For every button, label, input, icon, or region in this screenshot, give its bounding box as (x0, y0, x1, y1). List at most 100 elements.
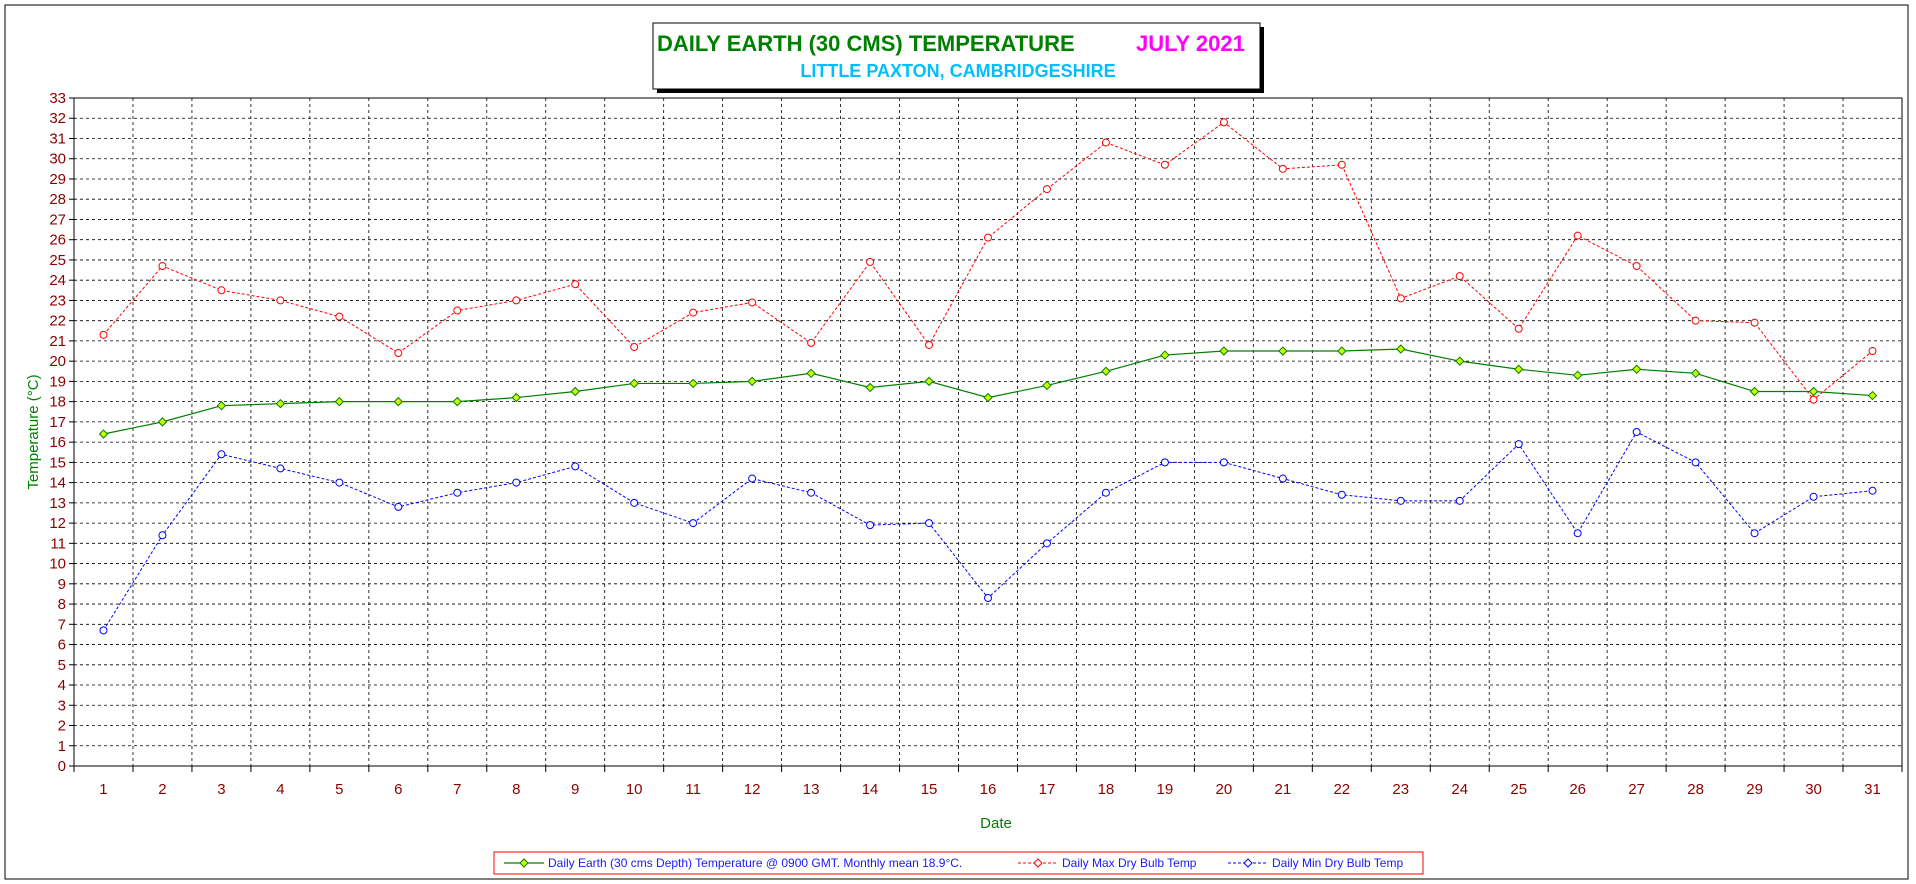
data-point-earth (865, 382, 875, 393)
data-point-earth (983, 392, 993, 403)
data-point-min (1160, 458, 1169, 467)
x-tick-label: 24 (1451, 781, 1468, 798)
y-tick-label: 17 (49, 414, 66, 431)
y-tick-label: 19 (49, 373, 66, 390)
data-point-min (394, 502, 403, 511)
data-point-max (1337, 160, 1346, 169)
x-tick-label: 29 (1746, 781, 1763, 798)
data-point-min (1514, 440, 1523, 449)
data-point-max (217, 286, 226, 295)
legend-max-marker (1033, 858, 1043, 868)
data-point-min (689, 519, 698, 528)
data-point-max (158, 262, 167, 271)
y-tick-label: 29 (49, 171, 66, 188)
y-tick-label: 31 (49, 130, 66, 147)
data-point-earth (334, 396, 345, 407)
data-point-earth (1749, 386, 1760, 397)
y-tick-label: 33 (49, 90, 66, 107)
legend-earth-label: Daily Earth (30 cms Depth) Temperature @… (548, 856, 962, 870)
data-point-earth (747, 376, 757, 387)
data-point-max (1750, 318, 1759, 327)
data-point-earth (1690, 368, 1701, 379)
chart-subtitle: LITTLE PAXTON, CAMBRIDGESHIRE (800, 61, 1115, 81)
data-point-max (394, 349, 403, 358)
data-point-earth (1572, 370, 1583, 381)
data-point-earth (1042, 380, 1052, 391)
x-tick-label: 15 (921, 781, 938, 798)
y-tick-label: 7 (58, 616, 66, 633)
legend: Daily Earth (30 cms Depth) Temperature @… (493, 851, 1424, 875)
x-tick-label: 4 (276, 781, 284, 798)
y-tick-label: 12 (49, 515, 66, 532)
data-point-min (1868, 486, 1877, 495)
data-point-earth (806, 368, 816, 379)
x-tick-label: 13 (803, 781, 820, 798)
y-tick-label: 10 (49, 556, 66, 573)
data-point-earth (570, 386, 580, 397)
data-point-min (571, 462, 580, 471)
data-point-max (99, 330, 108, 339)
data-point-earth (1867, 390, 1878, 401)
x-tick-label: 23 (1392, 781, 1409, 798)
y-tick-label: 0 (58, 758, 66, 775)
data-point-min (1278, 474, 1287, 483)
y-tick-label: 5 (58, 657, 66, 674)
data-point-earth (1219, 346, 1229, 356)
y-tick-label: 22 (49, 313, 66, 330)
data-point-max (1219, 118, 1228, 127)
data-point-max (1396, 294, 1405, 303)
data-point-min (512, 478, 521, 487)
data-point-max (1632, 262, 1641, 271)
y-tick-label: 18 (49, 394, 66, 411)
data-point-min (1042, 539, 1051, 548)
chart-title-month: JULY 2021 (1136, 31, 1245, 56)
y-tick-label: 28 (49, 191, 66, 208)
data-point-earth (924, 376, 934, 387)
data-point-earth (452, 396, 462, 407)
y-tick-label: 21 (49, 333, 66, 350)
y-tick-label: 20 (49, 353, 66, 370)
y-tick-label: 6 (58, 637, 66, 654)
data-point-min (1750, 529, 1759, 538)
y-axis-title: Temperature (°C) (25, 374, 42, 489)
x-tick-label: 1 (99, 781, 107, 798)
data-point-max (335, 312, 344, 321)
data-point-min (1455, 496, 1464, 505)
data-point-earth (216, 400, 227, 411)
data-point-min (1337, 490, 1346, 499)
x-tick-label: 25 (1510, 781, 1527, 798)
legend-earth-marker (519, 858, 529, 868)
data-point-max (1573, 231, 1582, 240)
x-tick-label: 7 (453, 781, 461, 798)
x-tick-label: 16 (980, 781, 997, 798)
data-point-earth (1396, 344, 1406, 354)
data-point-min (1691, 458, 1700, 467)
series-layer (98, 118, 1878, 635)
title-box (652, 22, 1261, 90)
data-point-min (807, 488, 816, 497)
data-point-max (1160, 160, 1169, 169)
data-point-min (866, 521, 875, 530)
data-point-earth (157, 417, 168, 427)
x-tick-label: 6 (394, 781, 402, 798)
x-tick-label: 17 (1039, 781, 1056, 798)
data-point-min (453, 488, 462, 497)
x-tick-label: 21 (1274, 781, 1291, 798)
x-tick-label: 28 (1687, 781, 1704, 798)
x-tick-label: 5 (335, 781, 343, 798)
x-tick-label: 20 (1216, 781, 1233, 798)
x-tick-label: 9 (571, 781, 579, 798)
y-tick-label: 25 (49, 252, 66, 269)
data-point-max (1514, 324, 1523, 333)
data-point-earth (98, 429, 109, 439)
data-point-min (335, 478, 344, 487)
data-point-max (866, 257, 875, 266)
plot-area (73, 97, 1903, 767)
x-tick-label: 31 (1864, 781, 1881, 798)
data-point-max (571, 280, 580, 289)
data-point-max (807, 338, 816, 347)
y-tick-label: 30 (49, 151, 66, 168)
x-tick-label: 8 (512, 781, 520, 798)
data-point-max (630, 342, 639, 351)
